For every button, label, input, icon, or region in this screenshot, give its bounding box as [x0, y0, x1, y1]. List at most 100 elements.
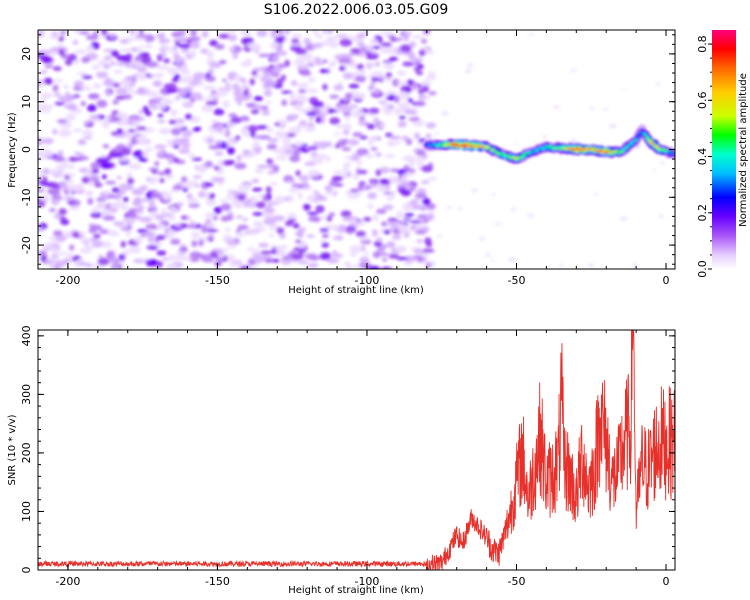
spectrogram-noise-blob [240, 84, 246, 91]
spectrogram-signal-cell [436, 144, 439, 147]
spectrogram-noise-blob [274, 122, 280, 126]
spectrogram-noise-blob [227, 211, 234, 217]
spectrogram-noise-blob [305, 253, 318, 260]
spectrogram-noise-blob [59, 216, 67, 224]
spectrogram-noise-blob [137, 207, 144, 214]
spectrogram-noise-blob [408, 117, 419, 122]
spectrogram-noise-blob [289, 155, 301, 163]
spectrogram-noise-blob [415, 70, 424, 76]
spectrogram-noise-blob [263, 71, 272, 77]
spectrogram-noise-blob [262, 195, 268, 202]
spectrogram-noise-blob [328, 212, 336, 217]
spectrogram-noise-blob [112, 99, 119, 105]
spectrogram-noise-blob [74, 151, 81, 156]
spectrogram-noise-blob [182, 100, 191, 105]
spectrogram-noise-blob [45, 260, 54, 264]
spectrogram-noise-blob [415, 149, 426, 156]
spectrogram-signal-cell [512, 157, 514, 160]
spectrogram-noise-blob [53, 79, 64, 83]
spectrogram-noise-blob [125, 229, 131, 237]
spectrogram-noise-blob [174, 95, 181, 101]
spectrogram-noise-blob [90, 161, 101, 170]
spectrogram-signal-cell [560, 146, 563, 148]
spectrogram-signal-cell [471, 144, 473, 147]
spectrogram-noise-blob [44, 64, 54, 69]
spectrogram-noise-blob [356, 148, 369, 156]
spectrogram-noise-blob [313, 60, 325, 66]
spectrogram-noise-blob [119, 39, 128, 44]
spectrogram-noise-blob [43, 77, 53, 85]
spectrogram-noise-blob [256, 201, 266, 209]
spectrogram-noise-blob [588, 263, 594, 268]
spectrogram-noise-blob [146, 91, 159, 97]
spectrogram-noise-blob [134, 136, 147, 144]
spectrogram-noise-blob [204, 161, 213, 167]
spectrogram-noise-blob [308, 76, 316, 83]
spectrogram-noise-blob [104, 190, 111, 196]
spectrogram-noise-blob [400, 44, 412, 53]
spectrogram-noise-blob [323, 104, 332, 108]
spectrogram-noise-blob [350, 157, 360, 161]
spectrogram-noise-blob [144, 147, 154, 152]
spectrogram-noise-blob [372, 213, 379, 222]
spectrogram-noise-blob [93, 233, 101, 239]
spectrogram-noise-blob [284, 148, 293, 155]
spectrogram-noise-blob [181, 176, 188, 183]
spectrogram-noise-blob [306, 234, 315, 238]
spectrogram-noise-blob [331, 250, 338, 256]
spectrogram-noise-blob [251, 187, 263, 192]
colorbar-tick-label: 0.8 [696, 35, 709, 53]
spectrogram-signal-cell [472, 145, 474, 147]
spectrogram-noise-blob [427, 176, 438, 181]
spectrogram-noise-blob [198, 239, 204, 247]
spectrogram-noise-blob [350, 62, 358, 69]
spectrogram-noise-blob [247, 247, 254, 252]
colorbar: 0.0 0.2 0.4 0.6 0.8 Normalized spectral ampl… [696, 30, 749, 278]
spectrogram-noise-blob [511, 207, 516, 212]
spectrogram-noise-blob [246, 266, 260, 269]
spectrogram-noise-blob [226, 193, 233, 201]
spectrogram-noise-blob [328, 42, 339, 49]
spectrogram-noise-blob [64, 178, 74, 184]
spectrogram-noise-blob [41, 96, 47, 103]
spectrogram-noise-blob [260, 76, 273, 83]
spectrogram-noise-blob [333, 170, 345, 175]
y-tick-label: 400 [20, 325, 33, 346]
spectrogram-noise-blob [56, 119, 68, 124]
spectrogram-signal-cell [657, 146, 659, 148]
spectrogram-noise-blob [65, 113, 76, 121]
spectrogram-noise-blob [272, 164, 280, 173]
spectrogram-noise-blob [315, 205, 325, 214]
spectrogram-noise-blob [120, 147, 132, 156]
spectrogram-noise-blob [349, 245, 363, 253]
spectrogram-noise-blob [269, 41, 281, 50]
spectrogram-noise-blob [39, 194, 51, 202]
spectrogram-noise-blob [276, 155, 288, 161]
spectrogram-noise-blob [130, 47, 139, 53]
spectrogram-noise-blob [274, 30, 282, 33]
spectrogram-noise-blob [156, 235, 166, 240]
spectrogram-noise-blob [143, 34, 155, 43]
spectrogram-noise-blob [527, 213, 534, 218]
spectrogram-noise-blob [160, 208, 167, 214]
spectrogram-noise-blob [53, 230, 63, 237]
spectrogram-signal-cell [621, 151, 624, 153]
spectrogram-noise-blob [115, 95, 126, 100]
spectrogram-noise-blob [250, 131, 256, 138]
spectrogram-noise-blob [346, 228, 354, 235]
spectrogram-noise-blob [345, 171, 352, 178]
x-tick-label: -200 [55, 274, 80, 287]
spectrogram-signal-cell [639, 131, 641, 133]
spectrogram-noise-blob [230, 191, 242, 195]
spectrogram-signal-cell [659, 147, 661, 150]
spectrogram-noise-blob [59, 182, 65, 189]
spectrogram-noise-blob [148, 167, 159, 171]
spectrogram-noise-blob [570, 69, 577, 72]
spectrogram-noise-blob [89, 115, 99, 119]
spectrogram-noise-blob [190, 80, 197, 86]
spectrogram-signal-cell [664, 150, 667, 152]
spectrogram-noise-blob [211, 90, 217, 94]
spectrogram-noise-blob [293, 223, 300, 229]
spectrogram-noise-blob [39, 182, 53, 187]
snr-x-axis-title: Height of straight line (km) [288, 585, 424, 596]
